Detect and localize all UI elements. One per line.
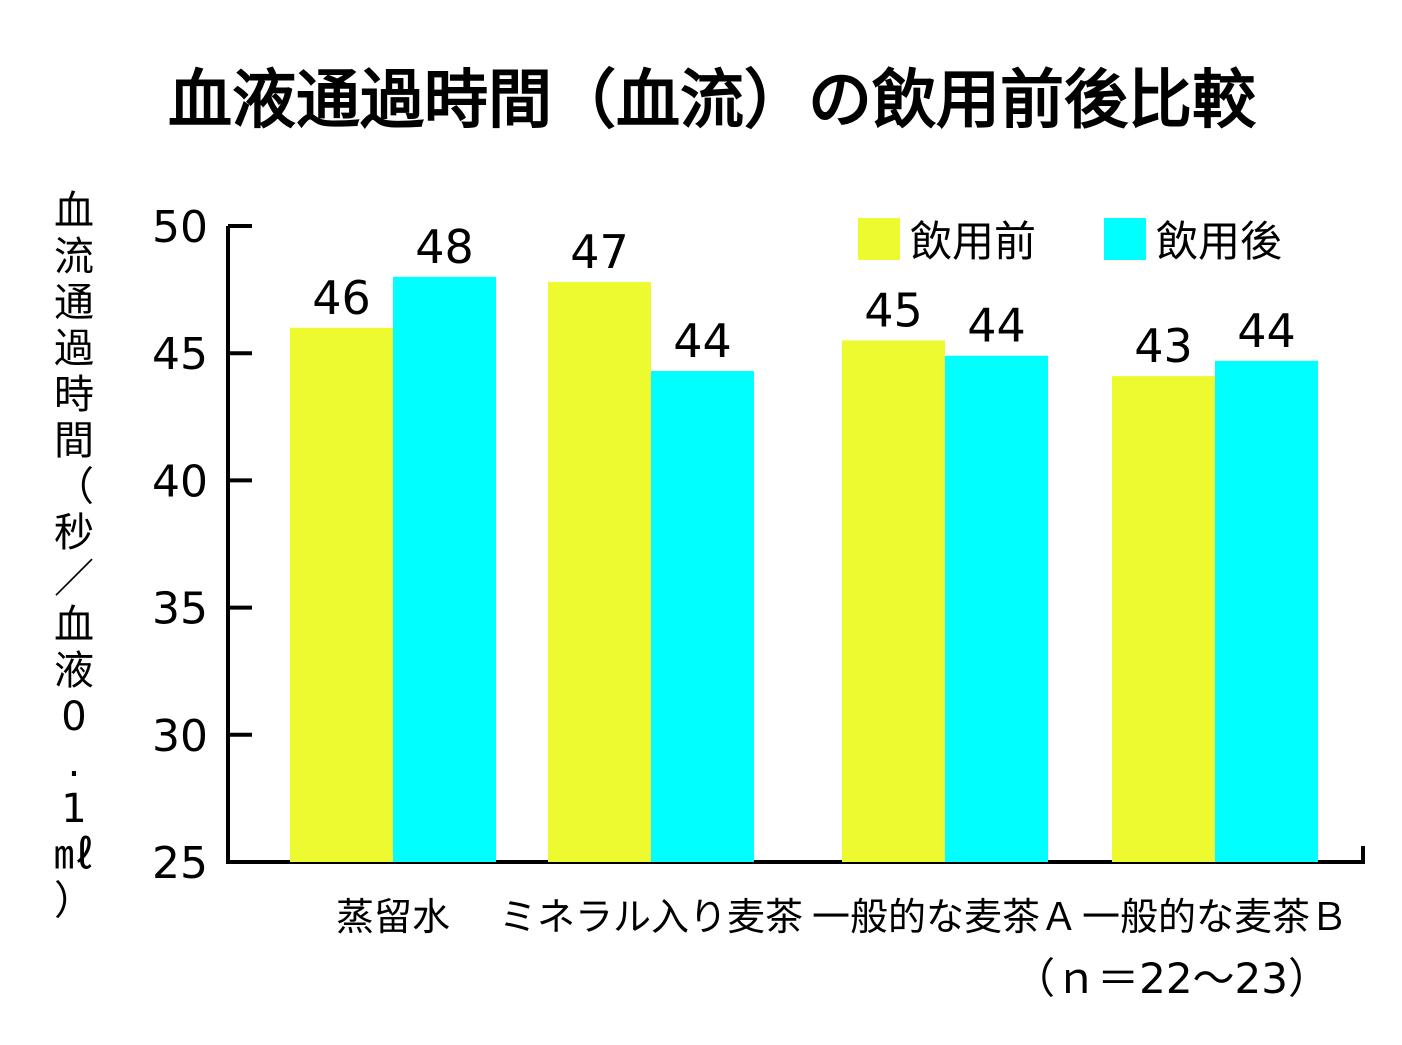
- bar-value-label: 43: [1134, 319, 1193, 373]
- y-axis-label-char: .: [68, 740, 81, 786]
- bar-before-1: [548, 281, 651, 862]
- y-axis-ticks: 50 45 40 35 30 25: [152, 202, 252, 889]
- y-axis-label-char: 時: [54, 372, 94, 418]
- category-label: ミネラル入り麦茶: [499, 895, 803, 939]
- value-labels: 46 47 45 43 48 44 44 44: [312, 220, 1296, 373]
- chart-title: 血液通過時間（血流）の飲用前後比較: [168, 64, 1257, 138]
- bar-value-label: 44: [673, 314, 732, 368]
- category-label: 一般的な麦茶Ｂ: [1082, 895, 1348, 939]
- y-axis-label-char: 秒: [54, 510, 94, 556]
- bar-value-label: 47: [570, 225, 629, 279]
- bar-after-0: [393, 276, 496, 862]
- bar-after-3: [1215, 360, 1318, 862]
- y-axis-label-char: 0: [61, 694, 86, 740]
- y-axis-label-char: 血: [54, 188, 94, 234]
- bar-before-3: [1112, 376, 1215, 862]
- bar-before-0: [290, 327, 393, 862]
- category-label: 蒸留水: [336, 895, 450, 939]
- y-tick-label: 50: [152, 202, 208, 253]
- bar-value-label: 44: [967, 299, 1026, 353]
- legend-label: 飲用前: [910, 217, 1036, 266]
- legend-label: 飲用後: [1156, 217, 1282, 266]
- bar-value-label: 48: [415, 220, 474, 274]
- y-axis-label-char: 過: [54, 326, 94, 372]
- bar-value-label: 46: [312, 271, 371, 325]
- y-tick-label: 30: [152, 711, 208, 762]
- y-axis-label-char: ／: [54, 556, 94, 602]
- y-tick-label: 35: [152, 584, 208, 635]
- y-axis-label-char: 血: [54, 602, 94, 648]
- bar-before-2: [842, 340, 945, 863]
- legend: 飲用前 飲用後: [858, 217, 1282, 266]
- bar-value-label: 44: [1237, 304, 1296, 358]
- bars: [290, 276, 1318, 863]
- y-axis-label-char: （: [54, 464, 94, 510]
- sample-size-note: （ｎ＝22～23）: [1013, 954, 1330, 1003]
- category-label: 一般的な麦茶Ａ: [812, 895, 1078, 939]
- y-axis-label-char: 液: [54, 648, 94, 694]
- y-axis-label-char: 1: [61, 786, 86, 832]
- y-tick-label: 45: [152, 329, 208, 380]
- bar-after-2: [945, 355, 1048, 862]
- y-axis-label-char: ㎖: [54, 832, 94, 878]
- bar-after-1: [651, 371, 754, 862]
- legend-swatch: [858, 218, 900, 260]
- y-axis-label-char: ）: [54, 878, 94, 924]
- y-axis-label-char: 流: [54, 234, 94, 280]
- bar-value-label: 45: [864, 283, 923, 337]
- y-axis-label-char: 間: [54, 418, 94, 464]
- category-labels: 蒸留水 ミネラル入り麦茶 一般的な麦茶Ａ 一般的な麦茶Ｂ: [336, 895, 1348, 939]
- legend-swatch: [1104, 218, 1146, 260]
- y-axis-label-char: 通: [54, 280, 94, 326]
- y-tick-label: 25: [152, 838, 208, 889]
- y-tick-label: 40: [152, 456, 208, 507]
